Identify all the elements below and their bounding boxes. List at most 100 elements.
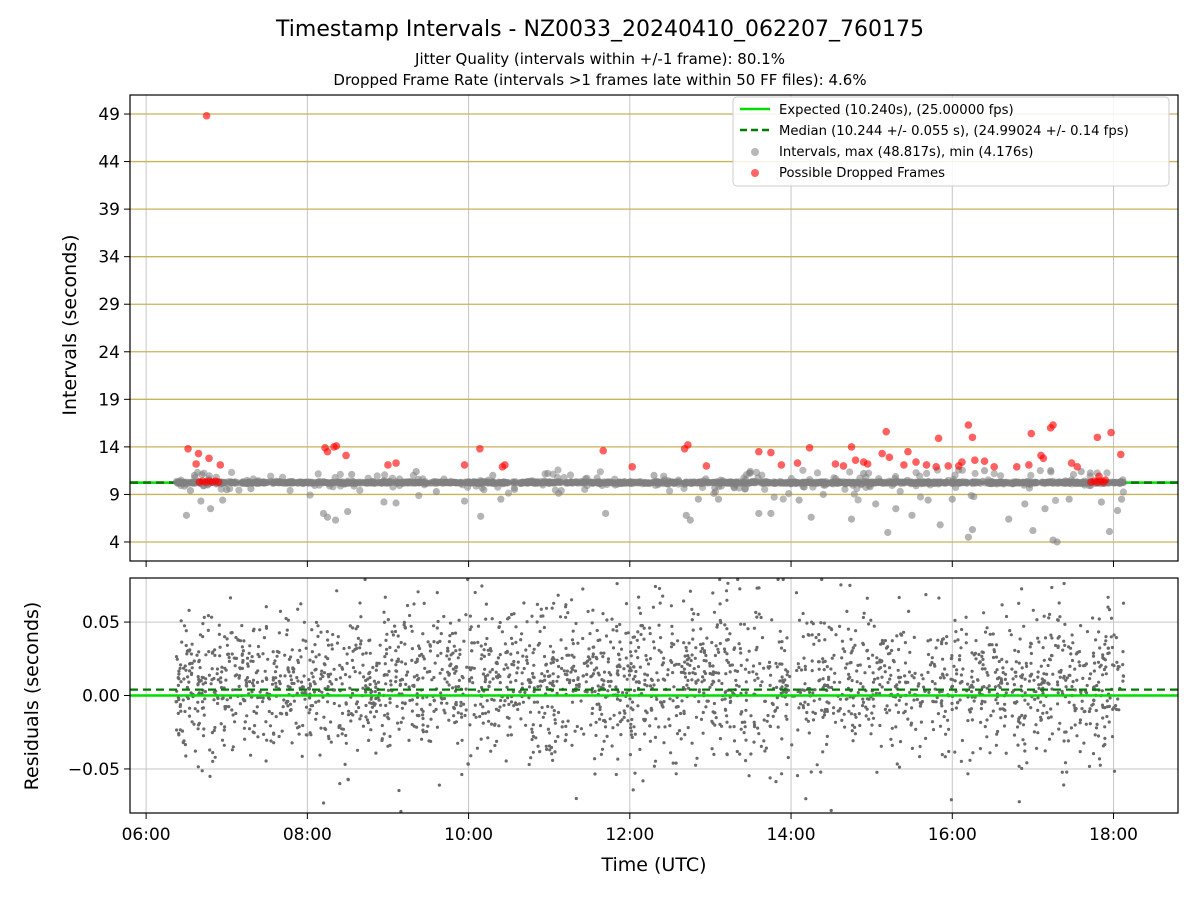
residual-point	[656, 678, 660, 682]
residual-point	[1042, 704, 1046, 708]
residual-point	[405, 603, 410, 608]
residual-point	[1031, 608, 1035, 612]
residual-point	[633, 732, 637, 736]
residual-point	[853, 643, 857, 647]
residual-point	[704, 653, 708, 658]
residual-point	[307, 686, 311, 690]
residual-point	[506, 696, 510, 700]
residual-point	[275, 654, 279, 658]
legend: Expected (10.240s), (25.00000 fps) Media…	[732, 96, 1170, 187]
residual-point	[468, 723, 472, 727]
interval-point	[551, 486, 560, 494]
residual-point	[738, 587, 742, 591]
residual-point	[1109, 635, 1113, 639]
residual-point	[272, 731, 276, 735]
residual-point	[783, 678, 787, 682]
residual-point	[1107, 704, 1111, 709]
residual-point	[1078, 721, 1082, 725]
residual-point	[992, 648, 996, 652]
residual-point	[572, 655, 576, 659]
residual-point	[247, 727, 252, 731]
residual-point	[930, 679, 935, 684]
residual-point	[442, 708, 446, 712]
residual-point	[1091, 616, 1095, 620]
residual-point	[213, 653, 217, 658]
residual-point	[931, 728, 936, 732]
residual-point	[388, 697, 392, 701]
residual-point	[206, 628, 210, 633]
residual-point	[864, 714, 868, 718]
interval-point	[903, 476, 912, 484]
residual-point	[825, 734, 829, 739]
residual-point	[690, 653, 694, 657]
residual-point	[200, 769, 204, 773]
residual-point	[1040, 681, 1044, 685]
residual-point	[234, 635, 238, 640]
residual-point	[220, 665, 224, 669]
residual-point	[991, 632, 995, 636]
residual-point	[212, 698, 216, 702]
interval-point	[235, 486, 243, 494]
residual-point	[919, 720, 924, 724]
residual-point	[1078, 664, 1082, 668]
residual-point	[637, 595, 641, 599]
residual-point	[832, 680, 836, 684]
residual-point	[645, 658, 649, 662]
residual-point	[336, 635, 340, 639]
residual-point	[725, 627, 729, 631]
residuals-ytick-label-2: −0.05	[68, 760, 120, 780]
residual-point	[540, 672, 544, 676]
residual-point	[829, 685, 834, 690]
residual-point	[768, 683, 772, 688]
residual-point	[829, 667, 833, 671]
residual-point	[374, 685, 378, 690]
residual-point	[652, 640, 656, 644]
residual-point	[743, 725, 747, 729]
residual-point	[1079, 624, 1083, 628]
residual-point	[490, 617, 494, 621]
residual-point	[1092, 669, 1096, 673]
interval-point	[799, 466, 807, 474]
residual-point	[1112, 664, 1116, 668]
residual-point	[252, 709, 256, 714]
residual-point	[796, 690, 800, 694]
residual-point	[1104, 639, 1108, 643]
residual-point	[809, 770, 813, 774]
residual-point	[358, 646, 362, 650]
residual-point	[547, 674, 551, 679]
residual-point	[900, 633, 904, 637]
residual-point	[622, 674, 626, 678]
residual-point	[995, 732, 999, 736]
residual-point	[906, 680, 910, 684]
interval-point	[628, 480, 637, 488]
residual-point	[1058, 615, 1062, 619]
residual-point	[619, 647, 624, 651]
residual-point	[253, 724, 257, 728]
residual-point	[569, 670, 573, 674]
residual-point	[711, 672, 715, 677]
residual-point	[1097, 617, 1101, 621]
residual-point	[384, 703, 388, 708]
interval-point	[593, 474, 601, 482]
residual-point	[838, 680, 842, 684]
interval-outlier-point	[847, 515, 856, 523]
residual-point	[1106, 595, 1110, 599]
residual-point	[749, 714, 753, 718]
residual-point	[930, 660, 934, 665]
residual-point	[776, 725, 780, 729]
residual-point	[354, 643, 358, 647]
residual-point	[420, 737, 424, 741]
residual-point	[229, 631, 233, 635]
residual-point	[696, 612, 700, 617]
residual-point	[854, 715, 858, 719]
residual-point	[815, 763, 819, 767]
residual-point	[850, 729, 854, 733]
residual-point	[538, 629, 542, 634]
residual-point	[1078, 718, 1082, 722]
residual-point	[375, 661, 379, 665]
residual-point	[320, 690, 324, 694]
residual-point	[1089, 672, 1093, 676]
residual-point	[775, 665, 779, 669]
residual-point	[1121, 650, 1125, 654]
interval-outlier-point	[1029, 526, 1037, 535]
